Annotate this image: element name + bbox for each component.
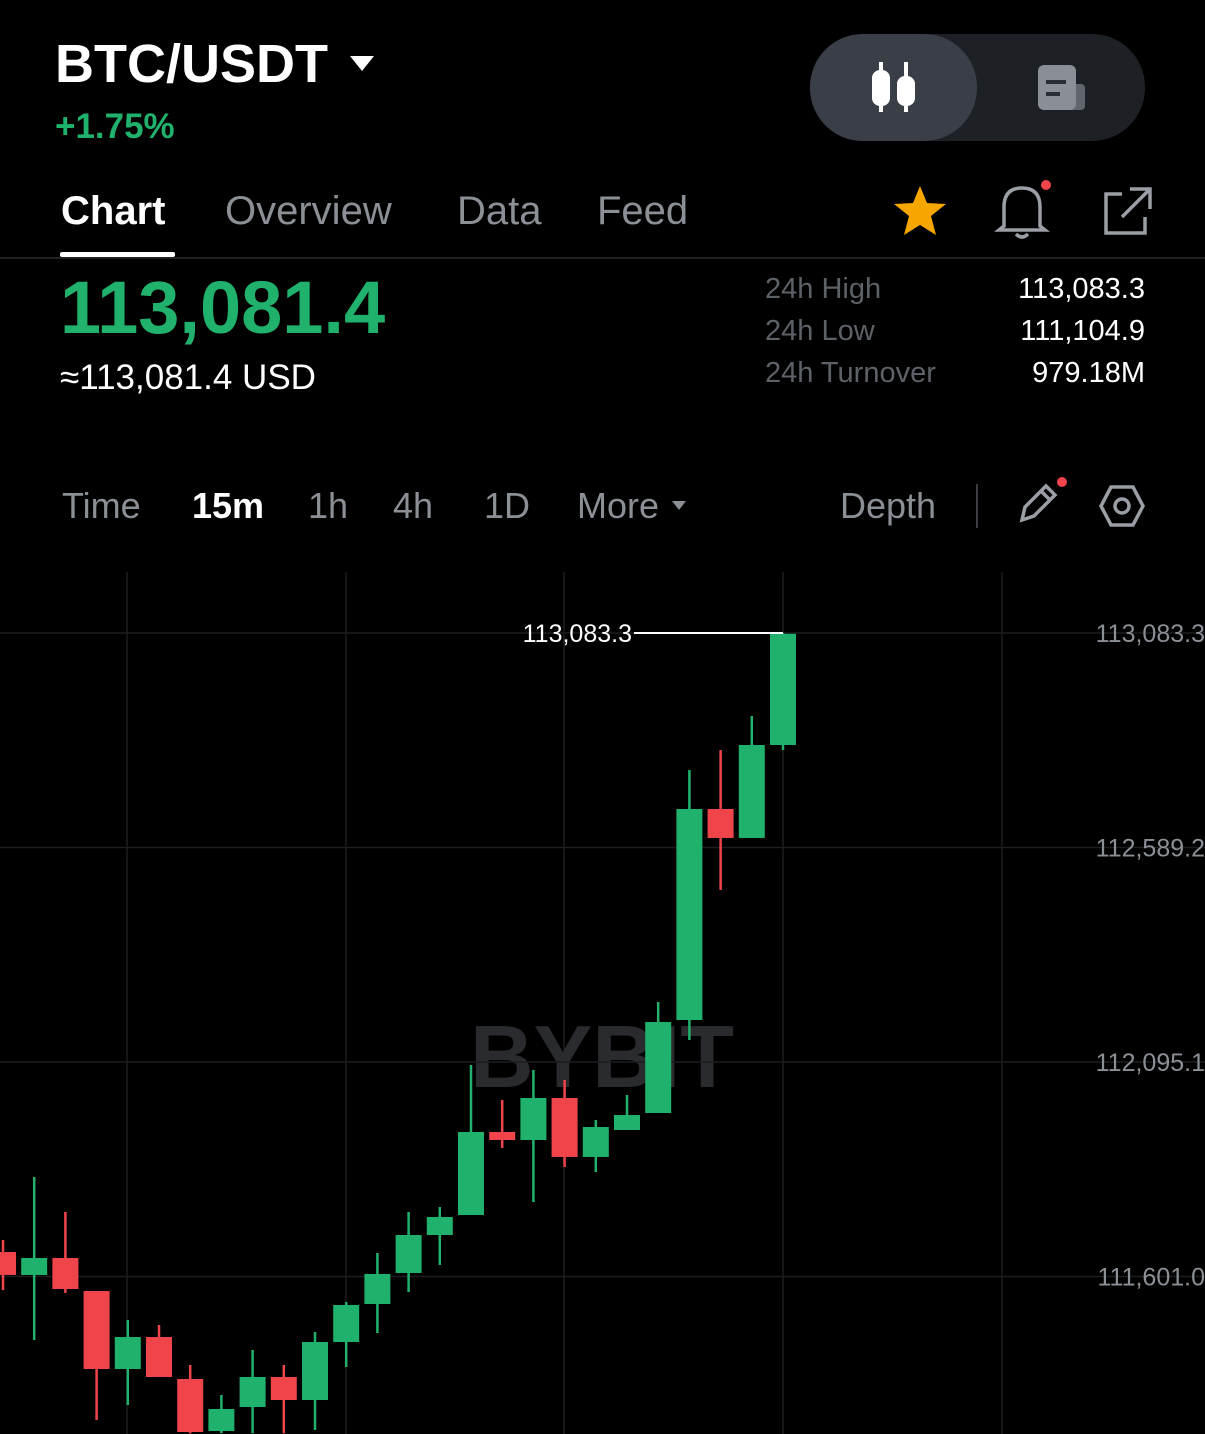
y-tick-label: 112,095.1 xyxy=(1096,1049,1205,1077)
tab[interactable]: Data xyxy=(457,189,542,233)
candle-body xyxy=(333,1304,360,1343)
info-icon-line xyxy=(1046,80,1066,84)
interval-active[interactable]: 15m xyxy=(192,485,264,526)
candle-body xyxy=(52,1258,79,1290)
candle-icon xyxy=(872,62,915,112)
stat-value: 111,104.9 xyxy=(1020,315,1145,347)
candle-body xyxy=(302,1342,328,1401)
stat-value: 979.18M xyxy=(1032,357,1145,389)
candle-body xyxy=(364,1273,391,1304)
watermark: BYBIT xyxy=(470,1007,734,1106)
alert-bell[interactable] xyxy=(994,186,1050,239)
max-marker-label: 113,083.3 xyxy=(523,620,632,648)
draw-tool[interactable] xyxy=(1019,483,1058,523)
tab[interactable]: Feed xyxy=(597,189,688,233)
y-tick-label: 112,589.2 xyxy=(1096,834,1205,862)
pair-dropdown[interactable] xyxy=(350,56,374,71)
interval[interactable]: 1h xyxy=(308,485,348,526)
candle-body xyxy=(582,1126,609,1157)
candle-body xyxy=(738,744,765,838)
change-percent: +1.75% xyxy=(55,107,175,146)
notification-dot xyxy=(1057,477,1067,487)
more-dropdown xyxy=(672,501,686,510)
candle-body xyxy=(520,1097,547,1141)
share-button[interactable] xyxy=(1104,187,1152,235)
candle-body xyxy=(208,1408,235,1432)
candle-body xyxy=(707,808,734,838)
pair-title[interactable]: BTC/USDT xyxy=(55,34,328,94)
candle-body xyxy=(21,1258,48,1275)
info-icon-line xyxy=(1046,92,1060,96)
tab[interactable]: Overview xyxy=(225,189,392,233)
candle-body xyxy=(177,1378,204,1433)
favorite-star[interactable] xyxy=(894,186,946,235)
candle-body xyxy=(489,1131,516,1141)
candle-body xyxy=(770,633,796,745)
stat-label: 24h Turnover xyxy=(765,357,936,389)
candle-body xyxy=(83,1290,110,1370)
tab-underline xyxy=(60,252,175,257)
candle-body xyxy=(645,1022,672,1114)
chart-view-button[interactable] xyxy=(810,34,977,141)
candle-body xyxy=(614,1115,640,1130)
candle-body xyxy=(114,1337,141,1370)
settings-button[interactable] xyxy=(1099,485,1145,527)
candle-body xyxy=(551,1097,578,1157)
usd-price: ≈113,081.4 USD xyxy=(60,358,316,397)
interval[interactable]: 4h xyxy=(393,485,433,526)
candle-body xyxy=(676,808,703,1021)
interval[interactable]: 1D xyxy=(484,485,530,526)
y-tick-label: 113,083.3 xyxy=(1096,620,1205,648)
stat-label: 24h High xyxy=(765,273,881,305)
stat-label: 24h Low xyxy=(765,315,876,347)
stat-value: 113,083.3 xyxy=(1018,273,1145,305)
depth-button[interactable]: Depth xyxy=(840,485,936,526)
interval[interactable]: Time xyxy=(62,485,141,526)
candle-body xyxy=(426,1216,453,1235)
tab-active[interactable]: Chart xyxy=(61,189,165,233)
last-price: 113,081.4 xyxy=(60,266,385,349)
info-view-icon xyxy=(1038,65,1076,110)
notification-dot xyxy=(1041,180,1051,190)
candle-body xyxy=(458,1131,484,1215)
candle-body xyxy=(270,1376,297,1401)
candle-body xyxy=(0,1252,16,1275)
interval-more[interactable]: More xyxy=(577,485,659,526)
candle-body xyxy=(395,1234,422,1273)
candlestick-chart: BYBIT 113,083.3 112,589.2 112,095.1 111,601.… xyxy=(0,572,1205,1434)
candle-body xyxy=(239,1376,266,1407)
candle-body xyxy=(146,1337,172,1377)
y-tick-label: 111,601.0 xyxy=(1097,1263,1205,1291)
